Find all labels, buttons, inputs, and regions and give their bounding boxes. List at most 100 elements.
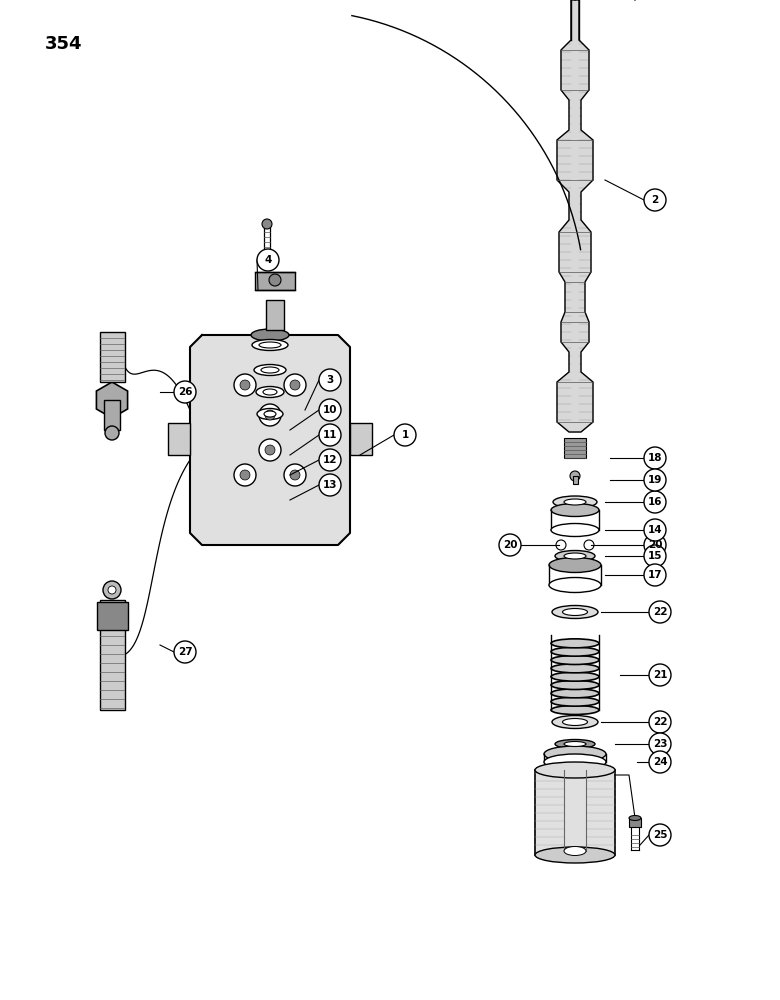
Ellipse shape xyxy=(263,389,277,395)
Text: 24: 24 xyxy=(653,757,668,767)
Circle shape xyxy=(644,534,666,556)
Text: 12: 12 xyxy=(323,455,337,465)
Circle shape xyxy=(649,824,671,846)
Ellipse shape xyxy=(629,816,641,820)
Circle shape xyxy=(284,464,306,486)
Text: 15: 15 xyxy=(647,551,662,561)
Text: 27: 27 xyxy=(178,647,193,657)
Circle shape xyxy=(584,540,594,550)
Bar xyxy=(564,438,586,458)
Ellipse shape xyxy=(551,639,599,648)
Circle shape xyxy=(556,540,566,550)
Text: 10: 10 xyxy=(323,405,337,415)
Circle shape xyxy=(234,374,256,396)
Ellipse shape xyxy=(256,386,284,397)
Ellipse shape xyxy=(549,578,601,592)
Ellipse shape xyxy=(555,740,595,748)
Circle shape xyxy=(234,464,256,486)
Circle shape xyxy=(259,404,281,426)
Bar xyxy=(573,476,577,484)
Bar xyxy=(266,300,284,330)
Ellipse shape xyxy=(535,762,615,778)
Text: 16: 16 xyxy=(647,497,662,507)
Bar xyxy=(168,423,190,455)
Polygon shape xyxy=(97,382,128,418)
Text: 17: 17 xyxy=(647,570,662,580)
Text: 20: 20 xyxy=(647,540,662,550)
Circle shape xyxy=(644,447,666,469)
Bar xyxy=(535,770,615,855)
Circle shape xyxy=(257,249,279,271)
Ellipse shape xyxy=(549,558,601,572)
Circle shape xyxy=(265,410,275,420)
Ellipse shape xyxy=(259,342,281,348)
Circle shape xyxy=(103,581,121,599)
Circle shape xyxy=(284,374,306,396)
Text: 11: 11 xyxy=(323,430,337,440)
Text: 22: 22 xyxy=(653,607,667,617)
Circle shape xyxy=(649,601,671,623)
Ellipse shape xyxy=(562,718,587,726)
Circle shape xyxy=(649,733,671,755)
Circle shape xyxy=(499,534,521,556)
Ellipse shape xyxy=(551,524,599,536)
Bar xyxy=(104,400,120,430)
Ellipse shape xyxy=(564,553,586,559)
Ellipse shape xyxy=(552,716,598,728)
Bar xyxy=(629,818,641,827)
Ellipse shape xyxy=(555,550,595,562)
Circle shape xyxy=(319,369,341,391)
Circle shape xyxy=(649,711,671,733)
Ellipse shape xyxy=(551,706,599,714)
Bar xyxy=(100,332,125,382)
Text: 21: 21 xyxy=(653,670,667,680)
Ellipse shape xyxy=(552,605,598,618)
Text: 4: 4 xyxy=(264,255,271,265)
Polygon shape xyxy=(190,335,350,545)
Ellipse shape xyxy=(551,689,599,698)
Ellipse shape xyxy=(544,746,606,762)
Text: 13: 13 xyxy=(323,480,337,490)
Circle shape xyxy=(644,564,666,586)
Text: 14: 14 xyxy=(647,525,662,535)
Ellipse shape xyxy=(553,496,597,508)
Ellipse shape xyxy=(264,411,276,417)
Ellipse shape xyxy=(551,680,599,690)
Ellipse shape xyxy=(252,340,288,351)
Circle shape xyxy=(290,470,300,480)
Circle shape xyxy=(644,469,666,491)
Circle shape xyxy=(108,586,116,594)
Ellipse shape xyxy=(551,647,599,656)
Circle shape xyxy=(319,449,341,471)
Bar xyxy=(100,600,125,710)
Circle shape xyxy=(644,545,666,567)
Circle shape xyxy=(265,445,275,455)
Ellipse shape xyxy=(251,329,289,341)
Circle shape xyxy=(174,381,196,403)
Circle shape xyxy=(105,426,119,440)
Polygon shape xyxy=(557,0,593,432)
Bar xyxy=(255,272,295,290)
Circle shape xyxy=(259,439,281,461)
Ellipse shape xyxy=(551,697,599,706)
Bar xyxy=(97,602,128,630)
Circle shape xyxy=(319,424,341,446)
Text: 3: 3 xyxy=(326,375,334,385)
Circle shape xyxy=(240,470,250,480)
Ellipse shape xyxy=(551,664,599,673)
Circle shape xyxy=(644,189,666,211)
Ellipse shape xyxy=(564,742,586,746)
Circle shape xyxy=(262,219,272,229)
Circle shape xyxy=(644,519,666,541)
Circle shape xyxy=(290,380,300,390)
Circle shape xyxy=(174,641,196,663)
Text: 26: 26 xyxy=(178,387,192,397)
Ellipse shape xyxy=(261,367,279,373)
Circle shape xyxy=(649,664,671,686)
Ellipse shape xyxy=(562,608,587,615)
Circle shape xyxy=(649,751,671,773)
Circle shape xyxy=(319,399,341,421)
Ellipse shape xyxy=(551,504,599,516)
Circle shape xyxy=(240,380,250,390)
Text: 18: 18 xyxy=(647,453,662,463)
